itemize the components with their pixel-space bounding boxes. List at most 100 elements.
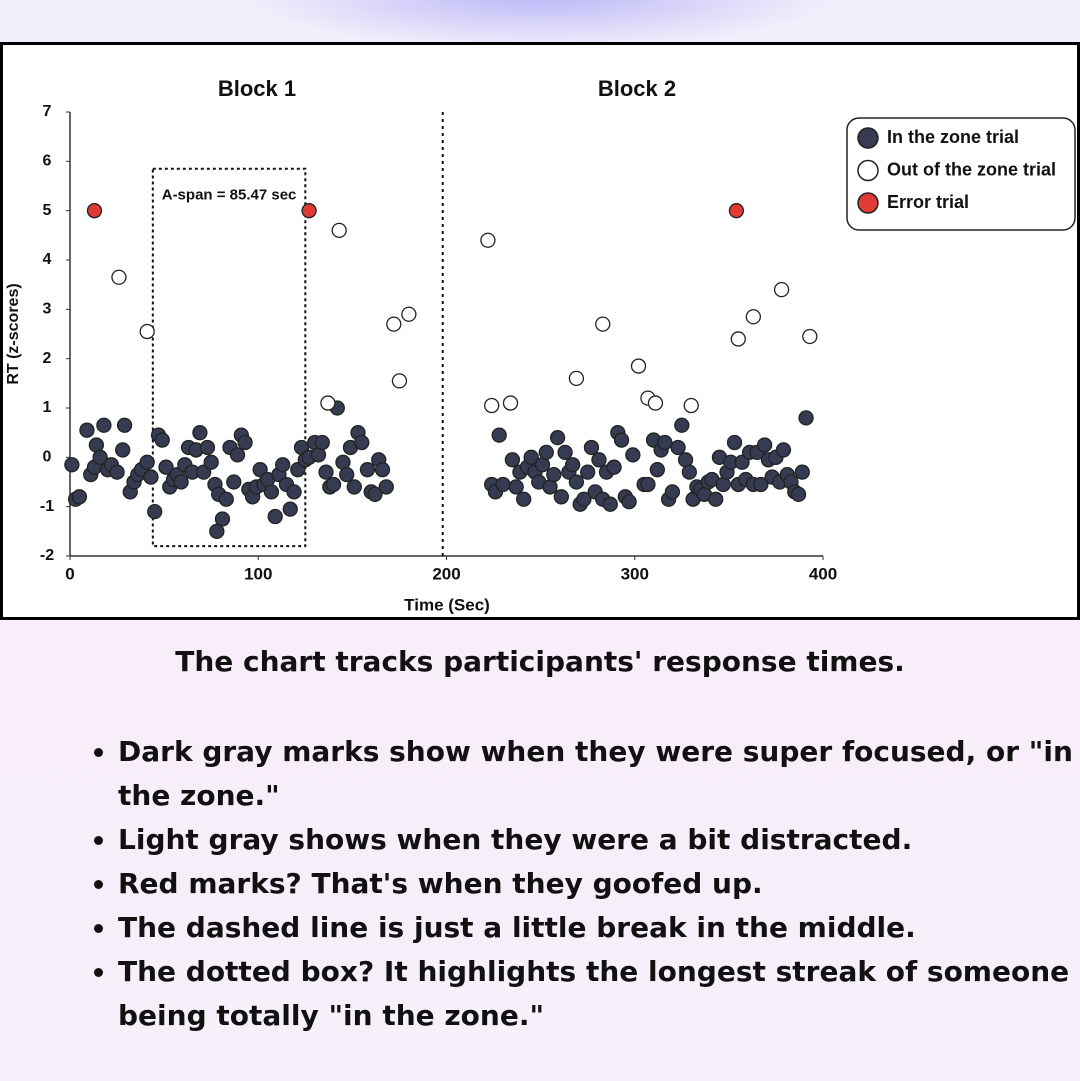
point [391, 373, 408, 389]
point [625, 447, 641, 463]
y-tick-label: 6 [43, 153, 52, 170]
legend-label: Out of the zone trial [887, 159, 1056, 179]
point [583, 439, 600, 456]
y-tick-label: -2 [40, 547, 54, 564]
a-span-box [151, 167, 307, 548]
y-tick-label: 1 [43, 399, 52, 416]
bullet: Dark gray marks show when they were supe… [118, 730, 1080, 818]
legend-box [846, 117, 1076, 231]
point [64, 457, 80, 473]
point [374, 462, 391, 478]
point [237, 434, 253, 451]
point [508, 479, 524, 495]
point [630, 358, 647, 374]
point [753, 476, 769, 493]
x-tick-label: 100 [244, 564, 272, 583]
point [314, 434, 330, 451]
point [708, 491, 724, 507]
point [378, 479, 394, 495]
bullet: Light gray shows when they were a bit di… [118, 818, 1080, 862]
point [495, 476, 511, 493]
point [282, 501, 298, 517]
point [480, 232, 496, 248]
point [354, 434, 370, 451]
point [726, 434, 743, 451]
point [606, 459, 622, 475]
point [367, 486, 383, 502]
point [154, 432, 170, 448]
point [674, 417, 690, 433]
point [683, 397, 699, 414]
point [557, 444, 573, 461]
point [730, 331, 746, 347]
point [346, 479, 362, 495]
point [386, 316, 402, 332]
point [92, 449, 108, 465]
point [139, 454, 155, 470]
point [802, 328, 818, 345]
legend-label: Error trial [887, 192, 969, 212]
legend-swatch [857, 159, 879, 182]
point [173, 474, 189, 490]
point [613, 432, 630, 448]
point [664, 484, 681, 500]
point [115, 442, 131, 458]
legend-label: In the zone trial [887, 127, 1019, 147]
y-axis-label: RT (z-scores) [5, 283, 22, 384]
x-tick-label: 0 [65, 564, 74, 583]
point [516, 491, 532, 507]
point [647, 395, 664, 411]
y-tick-label: 0 [43, 449, 52, 466]
point [203, 454, 219, 470]
point [595, 316, 611, 332]
y-tick-label: 2 [43, 350, 52, 367]
point [301, 203, 317, 219]
point [553, 489, 569, 505]
y-tick-label: 5 [43, 202, 52, 219]
point [320, 395, 336, 411]
point [318, 464, 334, 480]
point [331, 222, 347, 239]
point [263, 484, 280, 500]
x-axis-label: Time (Sec) [404, 595, 490, 614]
point [286, 484, 302, 500]
point [218, 491, 234, 507]
point [640, 476, 656, 493]
legend-swatch [857, 192, 879, 214]
x-tick-label: 200 [432, 564, 460, 583]
point [773, 281, 790, 298]
point [199, 439, 216, 456]
x-tick-label: 400 [809, 564, 837, 583]
point [580, 464, 596, 480]
point [568, 370, 585, 387]
point [158, 459, 174, 475]
point [359, 462, 376, 478]
point [86, 203, 103, 219]
point [267, 508, 283, 525]
point [798, 410, 814, 426]
caption: The chart tracks participants' response … [175, 645, 905, 678]
point [325, 476, 342, 493]
point [192, 425, 208, 441]
point [538, 444, 554, 461]
point [71, 489, 88, 505]
point [670, 439, 686, 456]
point [790, 486, 807, 502]
a-span-label: A-span = 85.47 sec [162, 187, 297, 204]
point [275, 457, 291, 473]
point [649, 462, 665, 478]
point [229, 447, 246, 463]
point [109, 464, 125, 480]
point [491, 427, 507, 443]
point [111, 269, 127, 285]
point [681, 464, 697, 480]
point [401, 306, 417, 322]
point [756, 437, 773, 453]
x-tick-label: 300 [621, 564, 649, 583]
point [775, 442, 792, 458]
point [147, 503, 163, 520]
y-tick-label: 7 [43, 103, 52, 120]
y-tick-label: -1 [40, 498, 54, 515]
bullet: The dashed line is just a little break i… [118, 906, 1080, 950]
